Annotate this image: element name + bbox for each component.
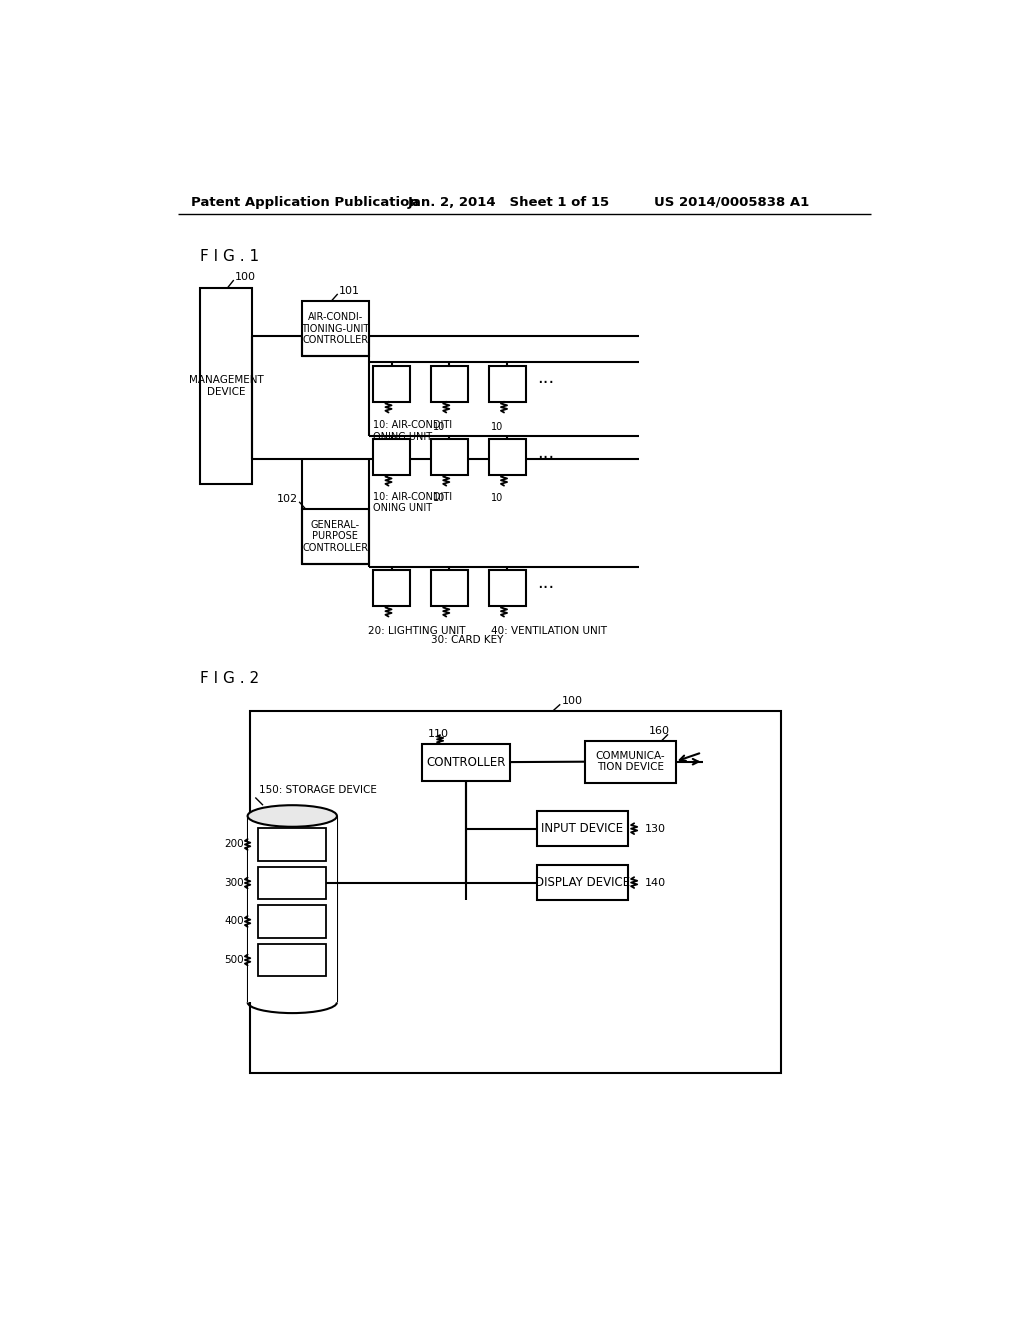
Text: AIR-CONDI-
TIONING-UNIT
CONTROLLER: AIR-CONDI- TIONING-UNIT CONTROLLER: [301, 312, 370, 345]
Bar: [373, 367, 410, 401]
Text: GENERAL-
PURPOSE
CONTROLLER: GENERAL- PURPOSE CONTROLLER: [302, 520, 369, 553]
Text: 100: 100: [562, 696, 583, 706]
Bar: [431, 570, 468, 606]
Text: 140: 140: [645, 878, 666, 887]
Text: 20: LIGHTING UNIT: 20: LIGHTING UNIT: [368, 626, 465, 636]
Text: 110: 110: [428, 730, 449, 739]
Text: INPUT DEVICE: INPUT DEVICE: [542, 822, 624, 836]
Text: 10: 10: [433, 494, 445, 503]
Text: BLOCK
DRAWING: BLOCK DRAWING: [268, 911, 316, 932]
Bar: [301, 301, 370, 356]
Text: 10: AIR-CONDITI
ONING UNIT: 10: AIR-CONDITI ONING UNIT: [373, 492, 453, 513]
Text: 200: 200: [224, 840, 244, 850]
Text: ...: ...: [538, 444, 554, 462]
Bar: [488, 367, 525, 401]
Text: 100: 100: [236, 272, 256, 282]
Bar: [488, 440, 525, 475]
Bar: [431, 367, 468, 401]
Text: LAYOUT
DRAWING: LAYOUT DRAWING: [268, 834, 316, 855]
Text: COMMUNICA-
TION DEVICE: COMMUNICA- TION DEVICE: [596, 751, 666, 772]
Bar: [538, 866, 628, 900]
Text: 500: 500: [224, 954, 244, 965]
Bar: [258, 867, 326, 899]
Bar: [250, 711, 781, 1073]
Text: 40: VENTILATION UNIT: 40: VENTILATION UNIT: [490, 626, 607, 636]
Bar: [258, 829, 326, 861]
Bar: [431, 440, 468, 475]
Text: BLOCK
INFORMATION: BLOCK INFORMATION: [257, 949, 327, 970]
Bar: [585, 741, 676, 783]
Text: 10: 10: [490, 422, 503, 432]
Ellipse shape: [248, 805, 337, 826]
Text: CONTROLLER: CONTROLLER: [426, 755, 506, 768]
Text: ...: ...: [538, 368, 554, 387]
Bar: [258, 944, 326, 977]
Text: 150: STORAGE DEVICE: 150: STORAGE DEVICE: [259, 785, 377, 795]
Bar: [258, 906, 326, 937]
Text: DISPLAY DEVICE: DISPLAY DEVICE: [535, 876, 630, 890]
Text: 102: 102: [276, 494, 298, 504]
Text: 10: 10: [433, 422, 445, 432]
Text: MANAGEMENT
DEVICE: MANAGEMENT DEVICE: [188, 375, 263, 397]
Text: US 2014/0005838 A1: US 2014/0005838 A1: [654, 195, 809, 209]
Text: 10: 10: [490, 494, 503, 503]
Text: Patent Application Publication: Patent Application Publication: [190, 195, 419, 209]
Text: Jan. 2, 2014   Sheet 1 of 15: Jan. 2, 2014 Sheet 1 of 15: [408, 195, 610, 209]
Text: 400: 400: [224, 916, 244, 927]
Text: ...: ...: [538, 574, 554, 593]
Text: 300: 300: [224, 878, 244, 888]
Bar: [200, 288, 252, 484]
Text: 10: AIR-CONDITI
ONING UNIT: 10: AIR-CONDITI ONING UNIT: [373, 420, 453, 442]
Bar: [373, 440, 410, 475]
Text: POSITIONAL
INFORMATION: POSITIONAL INFORMATION: [257, 873, 327, 894]
Text: F I G . 1: F I G . 1: [200, 249, 259, 264]
Text: 130: 130: [645, 824, 666, 834]
Text: 160: 160: [648, 726, 670, 737]
Text: 101: 101: [339, 286, 360, 296]
Bar: [538, 812, 628, 846]
Bar: [248, 816, 337, 1002]
Bar: [373, 570, 410, 606]
Text: F I G . 2: F I G . 2: [200, 671, 259, 685]
Bar: [488, 570, 525, 606]
Text: 30: CARD KEY: 30: CARD KEY: [431, 635, 503, 645]
Bar: [422, 743, 510, 780]
Bar: [301, 508, 370, 564]
